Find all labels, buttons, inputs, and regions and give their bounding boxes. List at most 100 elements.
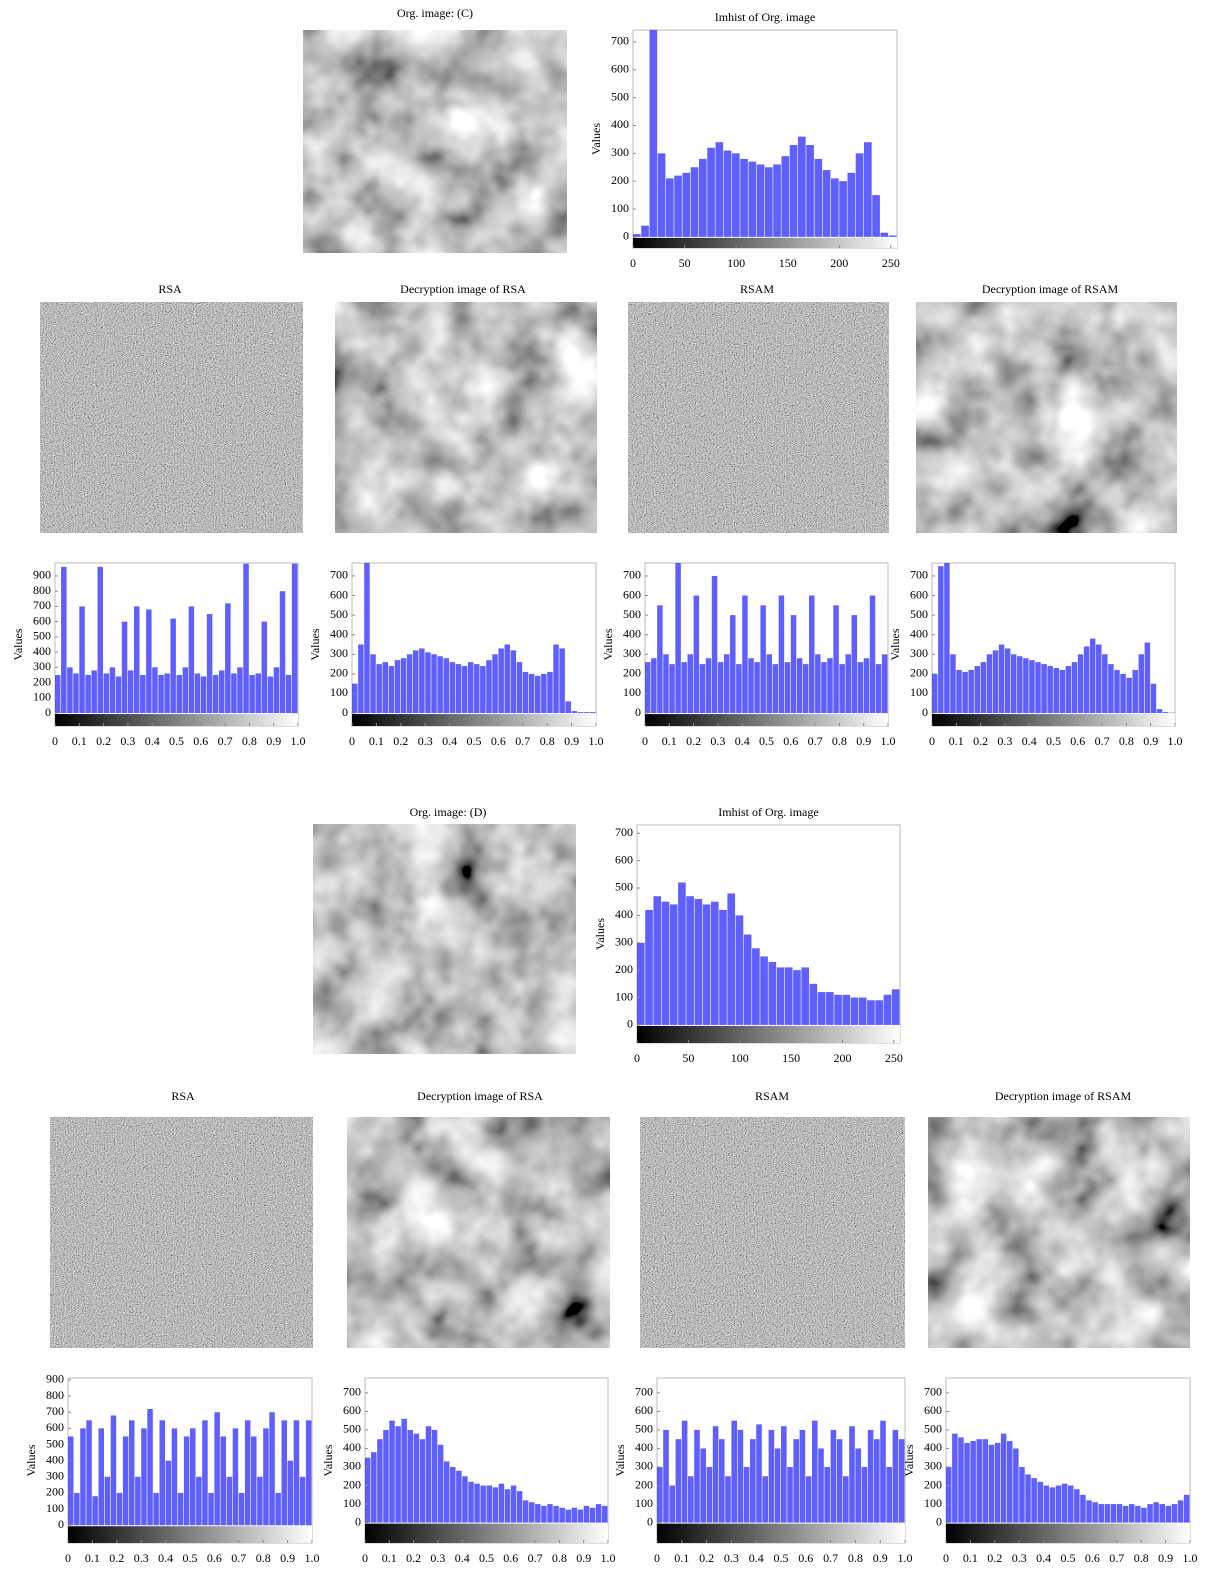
y-tick-label: 300 — [924, 1459, 942, 1473]
bar — [547, 1504, 552, 1523]
x-tick-label: 0.8 — [848, 1551, 863, 1565]
y-tick-label: 300 — [33, 659, 51, 673]
bar — [993, 650, 998, 713]
bar — [855, 1448, 861, 1522]
bar — [1145, 643, 1150, 714]
bar — [876, 664, 881, 713]
bar — [566, 701, 572, 713]
bar — [695, 899, 703, 1025]
bar — [787, 1467, 793, 1523]
bar — [725, 1476, 731, 1522]
bar — [793, 970, 801, 1025]
bar — [782, 156, 790, 237]
y-tick-label: 500 — [343, 1422, 361, 1436]
panel-image — [40, 302, 303, 533]
x-tick-label: 0 — [634, 1051, 640, 1065]
x-tick-label: 0 — [943, 1551, 949, 1565]
x-tick-label: 0.9 — [564, 734, 579, 748]
bar — [1066, 666, 1071, 713]
bar — [995, 1443, 1001, 1523]
bar — [1044, 1486, 1050, 1523]
bar — [950, 654, 955, 713]
bar — [438, 1445, 443, 1523]
bar — [243, 564, 248, 713]
bar — [559, 1508, 564, 1523]
bar — [123, 1436, 128, 1525]
bar — [864, 142, 872, 237]
x-tick-label: 0.6 — [798, 1551, 813, 1565]
bar — [773, 164, 781, 236]
x-tick-label: 0.9 — [266, 734, 281, 748]
bar — [208, 1493, 214, 1525]
x-tick-label: 0.3 — [134, 1551, 149, 1565]
y-tick-label: 400 — [635, 1440, 653, 1454]
x-tick-label: 0.2 — [973, 734, 988, 748]
bar — [712, 576, 717, 713]
y-tick-label: 0 — [635, 705, 641, 719]
y-tick-label: 800 — [33, 583, 51, 597]
bar — [227, 1477, 233, 1525]
bar — [852, 615, 857, 713]
y-tick-label: 700 — [33, 598, 51, 612]
bar — [233, 1428, 239, 1525]
bar — [713, 1426, 719, 1522]
bar — [202, 1420, 208, 1525]
panel-image — [50, 1117, 313, 1348]
bar — [1078, 654, 1083, 713]
bar — [292, 564, 297, 713]
x-tick-label: 0 — [362, 1551, 368, 1565]
bar — [785, 967, 793, 1025]
y-tick-label: 0 — [623, 229, 629, 243]
y-tick-label: 0 — [922, 705, 928, 719]
x-tick-label: 0.3 — [430, 1551, 445, 1565]
bar — [140, 675, 145, 713]
x-tick-label: 0.5 — [183, 1551, 198, 1565]
bar — [425, 652, 431, 713]
bar — [1151, 684, 1156, 713]
bar — [706, 658, 711, 713]
bar — [958, 1437, 964, 1522]
y-tick-label: 500 — [635, 1422, 653, 1436]
x-tick-label: 0.2 — [699, 1551, 714, 1565]
bar — [730, 615, 735, 713]
bar — [413, 650, 419, 713]
bar — [201, 676, 206, 713]
bar — [262, 622, 267, 713]
bar — [85, 675, 90, 713]
bar — [480, 1486, 485, 1523]
bar — [703, 904, 711, 1025]
x-tick-label: 0.5 — [169, 734, 184, 748]
y-tick-label: 300 — [330, 646, 348, 660]
bar — [80, 1428, 86, 1525]
x-tick-label: 0 — [929, 734, 935, 748]
bar — [815, 159, 823, 237]
x-tick-label: 0.3 — [724, 1551, 739, 1565]
x-tick-label: 1.0 — [291, 734, 306, 748]
bar — [395, 1426, 400, 1522]
bar — [757, 164, 765, 236]
bar — [691, 167, 699, 237]
bar — [523, 672, 529, 713]
y-tick-label: 100 — [924, 1496, 942, 1510]
bar — [480, 666, 486, 713]
bar — [288, 1461, 294, 1526]
bar — [91, 670, 96, 713]
bar — [529, 1502, 534, 1522]
y-tick-label: 700 — [623, 568, 641, 582]
bar — [956, 670, 961, 713]
bar — [426, 1426, 431, 1522]
bar — [769, 962, 777, 1025]
bar — [875, 1000, 883, 1025]
x-tick-label: 0.2 — [686, 734, 701, 748]
bar — [831, 178, 839, 236]
bar — [663, 1430, 669, 1523]
panel-image — [335, 302, 597, 533]
bar — [1117, 1504, 1123, 1523]
bar — [431, 654, 437, 713]
bar — [251, 1436, 257, 1525]
bar — [572, 711, 578, 713]
bar — [711, 902, 719, 1025]
bar — [837, 1439, 843, 1522]
bar — [987, 654, 992, 713]
